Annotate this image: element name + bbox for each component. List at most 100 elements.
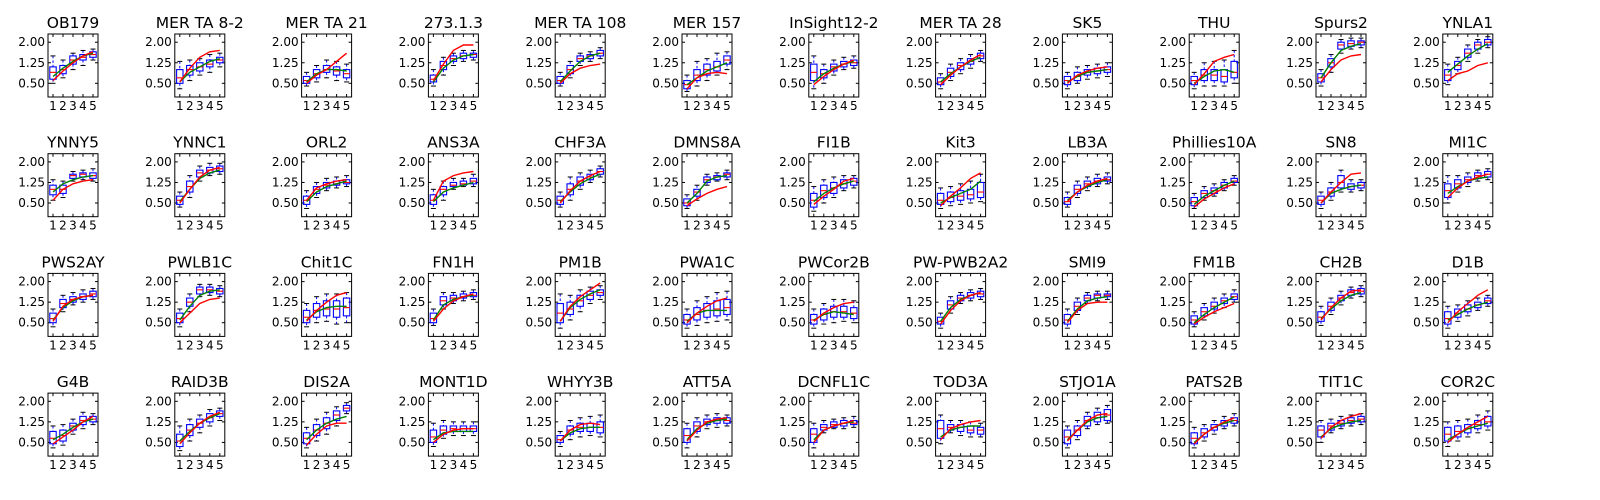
y-tick-label: 2.00: [272, 275, 299, 289]
y-tick-label: 1.25: [525, 295, 552, 309]
series-line-red: [179, 297, 220, 324]
y-tick-label: 0.50: [779, 196, 806, 210]
panel-title: Chit1C: [301, 253, 353, 271]
panel: OB179 0.50 1.25 2.00 1 2 3 4 5: [18, 14, 99, 113]
x-tick-label: 4: [1094, 458, 1102, 472]
x-tick-label: 1: [683, 458, 691, 472]
x-tick-label: 5: [596, 219, 604, 233]
x-tick-label: 2: [947, 338, 955, 352]
y-tick-label: 0.50: [1286, 196, 1313, 210]
panel: Phillies10A 0.50 1.25 2.00 1 2 3 4 5: [1159, 134, 1256, 233]
series-line-red: [1320, 289, 1362, 321]
series-line-red: [1193, 183, 1235, 208]
x-tick-label: 3: [1464, 458, 1472, 472]
x-tick-label: 5: [470, 99, 478, 113]
x-tick-label: 2: [693, 338, 701, 352]
y-tick-label: 1.25: [779, 175, 806, 189]
panel: InSight12-2 0.50 1.25 2.00 1 2 3 4 5: [779, 14, 878, 113]
y-tick-label: 1.25: [399, 295, 426, 309]
panel-frame: [174, 33, 226, 98]
x-tick-label: 4: [79, 99, 87, 113]
y-tick-label: 2.00: [906, 394, 933, 408]
series-line-red: [1447, 62, 1488, 82]
y-tick-label: 2.00: [1033, 155, 1060, 169]
x-tick-label: 4: [206, 458, 214, 472]
x-tick-label: 3: [1464, 338, 1472, 352]
x-tick-label: 3: [576, 99, 584, 113]
y-tick-label: 0.50: [1286, 435, 1313, 449]
y-tick-label: 0.50: [525, 435, 552, 449]
x-tick-label: 1: [1190, 99, 1198, 113]
series-line-red: [432, 170, 474, 201]
x-tick-label: 3: [957, 219, 965, 233]
x-tick-label: 5: [723, 99, 731, 113]
y-tick-label: 1.25: [399, 175, 426, 189]
box-iqr: [956, 190, 965, 201]
x-tick-label: 4: [460, 99, 468, 113]
x-tick-label: 1: [1317, 99, 1325, 113]
x-tick-label: 2: [1327, 338, 1335, 352]
box-iqr: [1337, 175, 1345, 189]
panel-frame: [1442, 33, 1494, 98]
y-tick-label: 0.50: [1159, 435, 1186, 449]
y-tick-label: 0.50: [399, 435, 426, 449]
y-tick-label: 1.25: [18, 415, 45, 429]
x-tick-label: 1: [430, 458, 438, 472]
panel: Chit1C 0.50 1.25 2.00 1 2 3 4 5: [272, 253, 353, 352]
x-tick-label: 5: [89, 99, 97, 113]
panel-title: TIT1C: [1318, 373, 1363, 391]
y-tick-label: 1.25: [1413, 175, 1440, 189]
panel-title: PATS2B: [1185, 373, 1243, 391]
series-line-green: [1193, 296, 1235, 324]
series-line-green: [179, 169, 220, 203]
y-tick-label: 1.25: [906, 56, 933, 70]
x-tick-label: 2: [1074, 219, 1082, 233]
x-tick-label: 4: [1347, 458, 1355, 472]
series-line-green: [52, 174, 94, 193]
x-tick-label: 4: [206, 338, 214, 352]
box-iqr: [332, 410, 341, 422]
x-tick-label: 2: [820, 458, 828, 472]
y-tick-label: 0.50: [652, 196, 679, 210]
y-tick-label: 0.50: [18, 76, 45, 90]
series-line-red: [1193, 53, 1235, 86]
x-tick-label: 3: [703, 219, 711, 233]
panel-frame: [681, 33, 733, 98]
x-tick-label: 1: [49, 99, 57, 113]
y-tick-label: 0.50: [652, 435, 679, 449]
x-tick-label: 5: [1230, 338, 1238, 352]
panel-frame: [681, 272, 733, 337]
panel-title: ANS3A: [427, 134, 480, 152]
x-tick-label: 3: [69, 99, 77, 113]
x-tick-label: 4: [586, 99, 594, 113]
x-tick-label: 1: [176, 219, 184, 233]
series-line-red: [686, 417, 728, 442]
panel: FN1H 0.50 1.25 2.00 1 2 3 4 5: [399, 253, 479, 352]
x-tick-label: 5: [850, 458, 858, 472]
x-tick-label: 2: [186, 458, 194, 472]
panel-title: 273.1.3: [424, 14, 483, 32]
panel-title: PWCor2B: [798, 253, 870, 271]
x-tick-label: 1: [1064, 458, 1072, 472]
y-tick-label: 1.25: [18, 175, 45, 189]
x-tick-label: 1: [430, 219, 438, 233]
x-tick-label: 4: [586, 219, 594, 233]
y-tick-label: 0.50: [1033, 76, 1060, 90]
x-tick-label: 1: [176, 99, 184, 113]
panel-frame: [427, 272, 479, 337]
series-line-red: [52, 294, 94, 322]
x-tick-label: 2: [59, 458, 67, 472]
series-line-red: [813, 419, 854, 443]
x-tick-label: 3: [1464, 219, 1472, 233]
panel-title: MER TA 108: [534, 14, 626, 32]
x-tick-label: 3: [450, 219, 458, 233]
x-tick-label: 2: [693, 99, 701, 113]
panel-title: MI1C: [1448, 134, 1487, 152]
x-tick-label: 5: [1357, 458, 1365, 472]
x-tick-label: 4: [1094, 338, 1102, 352]
x-tick-label: 3: [1337, 338, 1345, 352]
series-line-green: [432, 294, 474, 321]
x-tick-label: 5: [1357, 219, 1365, 233]
x-tick-label: 2: [1074, 458, 1082, 472]
x-tick-label: 5: [1104, 99, 1112, 113]
